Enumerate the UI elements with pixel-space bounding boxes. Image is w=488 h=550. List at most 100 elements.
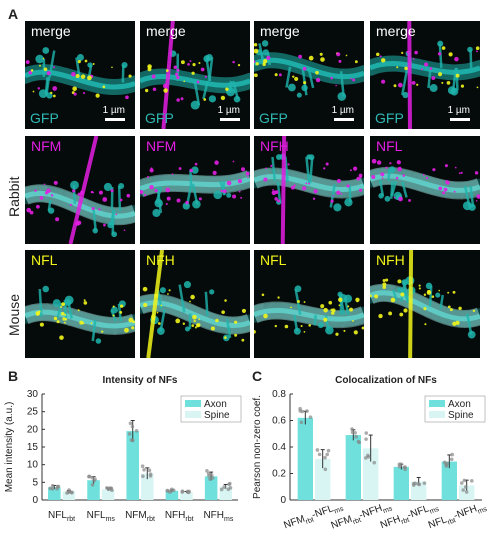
data-point xyxy=(461,488,466,492)
dendrite-image xyxy=(140,160,250,218)
tile-label: NFH xyxy=(146,252,175,268)
x-tick-label: NFLrbt​ xyxy=(48,510,75,523)
data-point xyxy=(364,437,368,441)
bar-axon xyxy=(126,431,139,500)
tile-label: NFL xyxy=(31,252,58,268)
intensity-chart: Intensity of NFs Mean intensity (a.u.) 0 5 1… xyxy=(4,375,242,523)
data-point xyxy=(128,421,133,426)
image-tile-r1-c1: merge GFP 1 µm xyxy=(25,21,135,129)
y-tick-label: 30 xyxy=(27,389,39,400)
data-point xyxy=(315,448,320,452)
tile-label: NFH xyxy=(376,252,405,268)
data-point xyxy=(372,460,377,465)
scale-bar xyxy=(105,118,125,121)
panel-c-letter: C xyxy=(252,368,263,384)
data-point xyxy=(350,427,354,431)
data-point xyxy=(205,469,209,473)
data-point xyxy=(55,484,60,489)
data-point xyxy=(226,487,231,492)
scale-bar-label: 1 µm xyxy=(102,105,125,116)
data-point xyxy=(353,431,357,435)
data-point xyxy=(169,488,174,493)
data-point xyxy=(93,477,97,482)
data-point xyxy=(148,472,153,476)
data-point xyxy=(299,420,304,425)
tile-label: merge xyxy=(31,23,71,39)
data-point xyxy=(50,487,55,491)
data-point xyxy=(65,491,69,495)
legend-label: Spine xyxy=(448,410,474,421)
data-point xyxy=(463,485,468,489)
image-tile-r3-c1: NFL xyxy=(25,250,135,358)
data-point xyxy=(305,409,309,413)
dendrite-image xyxy=(25,47,135,100)
data-point xyxy=(366,455,371,459)
data-point xyxy=(323,467,328,472)
bar-axon xyxy=(87,480,100,500)
data-point xyxy=(222,485,227,489)
image-tile-r3-c2: NFH xyxy=(140,250,250,358)
x-tick-label: NFMrbt​ xyxy=(125,510,155,523)
data-point xyxy=(147,468,152,473)
data-point xyxy=(219,487,224,492)
gfp-label: GFP xyxy=(259,110,288,126)
y-tick-label: 0.8 xyxy=(272,389,286,400)
data-point xyxy=(325,452,329,457)
dendrite-image xyxy=(370,158,480,211)
scale-bar xyxy=(450,118,470,121)
legend-swatch xyxy=(185,411,201,418)
row-label-rabbit: Rabbit xyxy=(6,176,22,217)
data-point xyxy=(323,455,327,460)
image-tile-r2-c3: NFH xyxy=(254,136,364,244)
bar-spine xyxy=(180,492,193,500)
bar-spine xyxy=(141,473,154,500)
panel-b-letter: B xyxy=(8,368,19,384)
dendrite-image xyxy=(254,136,364,244)
dendrite-image xyxy=(254,285,364,336)
data-point xyxy=(317,452,322,457)
y-tick-label: 25 xyxy=(27,407,39,418)
gfp-label: GFP xyxy=(375,110,404,126)
legend-label: Axon xyxy=(448,399,471,410)
data-point xyxy=(422,481,427,485)
bar-axon xyxy=(165,490,179,500)
data-point xyxy=(357,440,362,445)
gfp-label: GFP xyxy=(145,110,174,126)
data-point xyxy=(411,483,416,487)
data-point xyxy=(397,462,402,467)
data-point xyxy=(209,473,214,477)
x-tick-label: NFLms​ xyxy=(87,510,116,523)
tile-label: merge xyxy=(146,23,186,39)
y-tick-label: 10 xyxy=(27,460,39,471)
data-point xyxy=(227,482,231,487)
data-point xyxy=(134,429,139,433)
data-point xyxy=(180,490,185,494)
data-point xyxy=(308,415,313,419)
x-tick-label: NFLrbt​-NFHms​ xyxy=(427,500,488,533)
data-point xyxy=(208,477,212,481)
chart-title: Colocalization of NFs xyxy=(335,375,437,386)
scale-bar xyxy=(220,118,240,121)
image-tile-r2-c2: NFM xyxy=(140,136,250,244)
dendrite-image xyxy=(140,250,250,358)
data-point xyxy=(186,490,191,495)
data-point xyxy=(402,465,407,470)
data-point xyxy=(326,448,331,453)
tile-label: merge xyxy=(260,23,300,39)
data-point xyxy=(450,452,455,457)
data-point xyxy=(298,406,302,411)
data-point xyxy=(449,457,454,462)
dendrite-image xyxy=(370,250,480,358)
image-tile-r2-c1: NFM xyxy=(25,136,135,244)
bar-axon xyxy=(204,476,218,500)
bar-spine xyxy=(101,489,115,500)
image-tile-r1-c3: merge GFP 1 µm xyxy=(254,21,364,129)
panel-a-letter: A xyxy=(8,6,19,22)
image-tile-r3-c3: NFL xyxy=(254,250,364,358)
dendrite-image xyxy=(370,21,480,129)
data-point xyxy=(464,490,469,494)
y-tick-label: 0.6 xyxy=(272,416,286,427)
data-point xyxy=(90,475,95,480)
data-point xyxy=(445,461,450,466)
data-point xyxy=(127,432,132,436)
